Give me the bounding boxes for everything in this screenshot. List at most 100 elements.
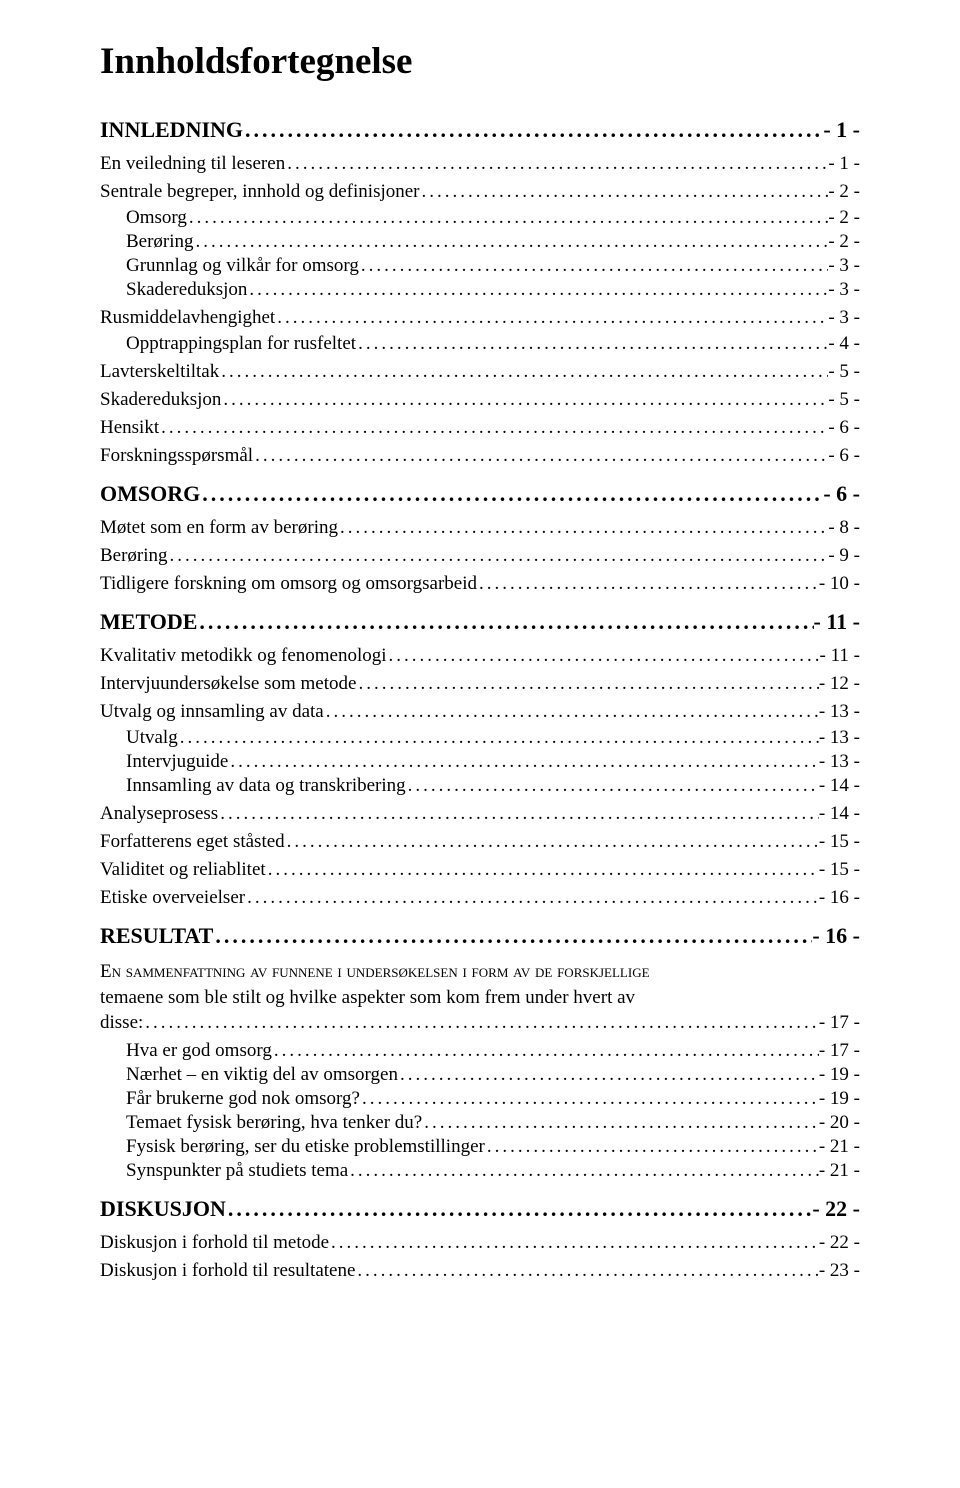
dot-leader	[285, 153, 828, 175]
dot-leader	[406, 775, 819, 797]
toc-entry: Intervjuguide - 13 -	[126, 751, 860, 773]
toc-entry-label: Får brukerne god nok omsorg?	[126, 1088, 360, 1110]
dot-leader	[245, 887, 819, 909]
toc-entry-label: En veiledning til leseren	[100, 153, 285, 175]
page-title: Innholdsfortegnelse	[100, 40, 860, 83]
toc-entry: Grunnlag og vilkår for omsorg - 3 -	[126, 255, 860, 277]
toc-entry: Synspunkter på studiets tema - 21 -	[126, 1160, 860, 1182]
toc-entry-page: - 2 -	[828, 207, 860, 229]
toc-entry-label: Hensikt	[100, 417, 159, 439]
toc-entry-page: - 20 -	[819, 1112, 860, 1134]
toc-entry-page: - 17 -	[819, 1010, 860, 1036]
toc-entry-page: - 19 -	[819, 1064, 860, 1086]
toc-entry: Validitet og reliablitet - 15 -	[100, 859, 860, 881]
toc-entry: Lavterskeltiltak - 5 -	[100, 361, 860, 383]
toc-entry-label: En sammenfattning av funnene i undersøke…	[100, 959, 860, 985]
toc-entry-label: Sentrale begreper, innhold og definisjon…	[100, 181, 420, 203]
dot-leader	[187, 207, 828, 229]
toc-entry-label: Grunnlag og vilkår for omsorg	[126, 255, 359, 277]
toc-entry-label: Berøring	[126, 231, 194, 253]
toc-entry-page: - 5 -	[828, 361, 860, 383]
toc-entry: Intervjuundersøkelse som metode - 12 -	[100, 673, 860, 695]
toc-entry-label: Omsorg	[126, 207, 187, 229]
toc-entry-page: - 21 -	[819, 1160, 860, 1182]
toc-entry-page: - 21 -	[819, 1136, 860, 1158]
toc-entry-page: - 3 -	[828, 307, 860, 329]
toc-entry-label: Lavterskeltiltak	[100, 361, 219, 383]
dot-leader	[275, 307, 828, 329]
toc-entry-label: METODE	[100, 609, 197, 635]
toc-entry: disse: - 17 -	[100, 1010, 860, 1036]
toc-entry-label: Rusmiddelavhengighet	[100, 307, 275, 329]
toc-entry-page: - 6 -	[828, 445, 860, 467]
toc-entry: Berøring - 2 -	[126, 231, 860, 253]
toc-entry-page: - 2 -	[828, 231, 860, 253]
toc-entry-page: - 4 -	[828, 333, 860, 355]
toc-entry: Forskningsspørsmål - 6 -	[100, 445, 860, 467]
dot-leader	[253, 445, 828, 467]
toc-entry: OMSORG - 6 -	[100, 481, 860, 507]
dot-leader	[243, 117, 823, 143]
dot-leader	[272, 1040, 819, 1062]
toc-entry-page: - 22 -	[812, 1196, 860, 1222]
toc-entry-page: - 13 -	[819, 727, 860, 749]
toc-entry: Opptrappingsplan for rusfeltet - 4 -	[126, 333, 860, 355]
toc-entry-label: DISKUSJON	[100, 1196, 226, 1222]
dot-leader	[178, 727, 819, 749]
dot-leader	[329, 1232, 819, 1254]
toc-entry: Skadereduksjon - 5 -	[100, 389, 860, 411]
toc-entry-page: - 15 -	[819, 859, 860, 881]
dot-leader	[285, 831, 819, 853]
toc-entry: Hva er god omsorg - 17 -	[126, 1040, 860, 1062]
toc-entry-label: Kvalitativ metodikk og fenomenologi	[100, 645, 387, 667]
toc-entry: Nærhet – en viktig del av omsorgen - 19 …	[126, 1064, 860, 1086]
toc-entry: Analyseprosess - 14 -	[100, 803, 860, 825]
toc-entry: Møtet som en form av berøring - 8 -	[100, 517, 860, 539]
dot-leader	[247, 279, 828, 301]
dot-leader	[226, 1196, 812, 1222]
toc-entry: Temaet fysisk berøring, hva tenker du? -…	[126, 1112, 860, 1134]
toc-entry-page: - 6 -	[823, 481, 860, 507]
toc-entry: Omsorg - 2 -	[126, 207, 860, 229]
toc-entry: Tidligere forskning om omsorg og omsorgs…	[100, 573, 860, 595]
toc-entry-label: disse:	[100, 1010, 143, 1036]
toc-entry: En veiledning til leseren - 1 -	[100, 153, 860, 175]
toc-entry: Kvalitativ metodikk og fenomenologi - 11…	[100, 645, 860, 667]
toc-entry-label: Intervjuundersøkelse som metode	[100, 673, 356, 695]
table-of-contents: INNLEDNING - 1 -En veiledning til lesere…	[100, 117, 860, 1282]
dot-leader	[360, 1088, 819, 1110]
toc-entry: METODE - 11 -	[100, 609, 860, 635]
dot-leader	[194, 231, 829, 253]
toc-entry-label: Forfatterens eget ståsted	[100, 831, 285, 853]
toc-entry: Diskusjon i forhold til metode - 22 -	[100, 1232, 860, 1254]
dot-leader	[398, 1064, 819, 1086]
toc-entry-page: - 3 -	[828, 279, 860, 301]
toc-entry-label: Analyseprosess	[100, 803, 218, 825]
dot-leader	[219, 361, 828, 383]
toc-entry-label: Møtet som en form av berøring	[100, 517, 338, 539]
toc-entry-page: - 11 -	[820, 645, 860, 667]
toc-entry-label: Diskusjon i forhold til metode	[100, 1232, 329, 1254]
toc-entry: Får brukerne god nok omsorg? - 19 -	[126, 1088, 860, 1110]
toc-paragraph-entry: En sammenfattning av funnene i undersøke…	[100, 959, 860, 1036]
dot-leader	[168, 545, 829, 567]
dot-leader	[228, 751, 818, 773]
toc-entry-page: - 11 -	[814, 609, 860, 635]
toc-entry-page: - 1 -	[823, 117, 860, 143]
toc-entry-label: Skadereduksjon	[100, 389, 221, 411]
toc-entry-page: - 15 -	[819, 831, 860, 853]
toc-entry: Innsamling av data og transkribering - 1…	[126, 775, 860, 797]
toc-entry: Etiske overveielser - 16 -	[100, 887, 860, 909]
toc-entry: Berøring - 9 -	[100, 545, 860, 567]
toc-entry-page: - 12 -	[819, 673, 860, 695]
toc-entry-page: - 10 -	[819, 573, 860, 595]
toc-entry-label: Hva er god omsorg	[126, 1040, 272, 1062]
toc-entry-page: - 13 -	[819, 751, 860, 773]
toc-entry-page: - 9 -	[828, 545, 860, 567]
toc-entry-page: - 14 -	[819, 775, 860, 797]
toc-entry: RESULTAT - 16 -	[100, 923, 860, 949]
toc-entry-label: Intervjuguide	[126, 751, 228, 773]
toc-entry-label: Diskusjon i forhold til resultatene	[100, 1260, 355, 1282]
toc-entry-page: - 19 -	[819, 1088, 860, 1110]
toc-entry: Utvalg - 13 -	[126, 727, 860, 749]
